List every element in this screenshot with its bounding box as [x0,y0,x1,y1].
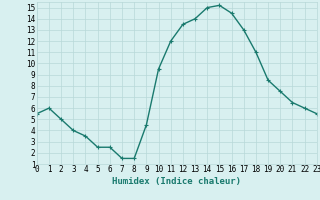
X-axis label: Humidex (Indice chaleur): Humidex (Indice chaleur) [112,177,241,186]
